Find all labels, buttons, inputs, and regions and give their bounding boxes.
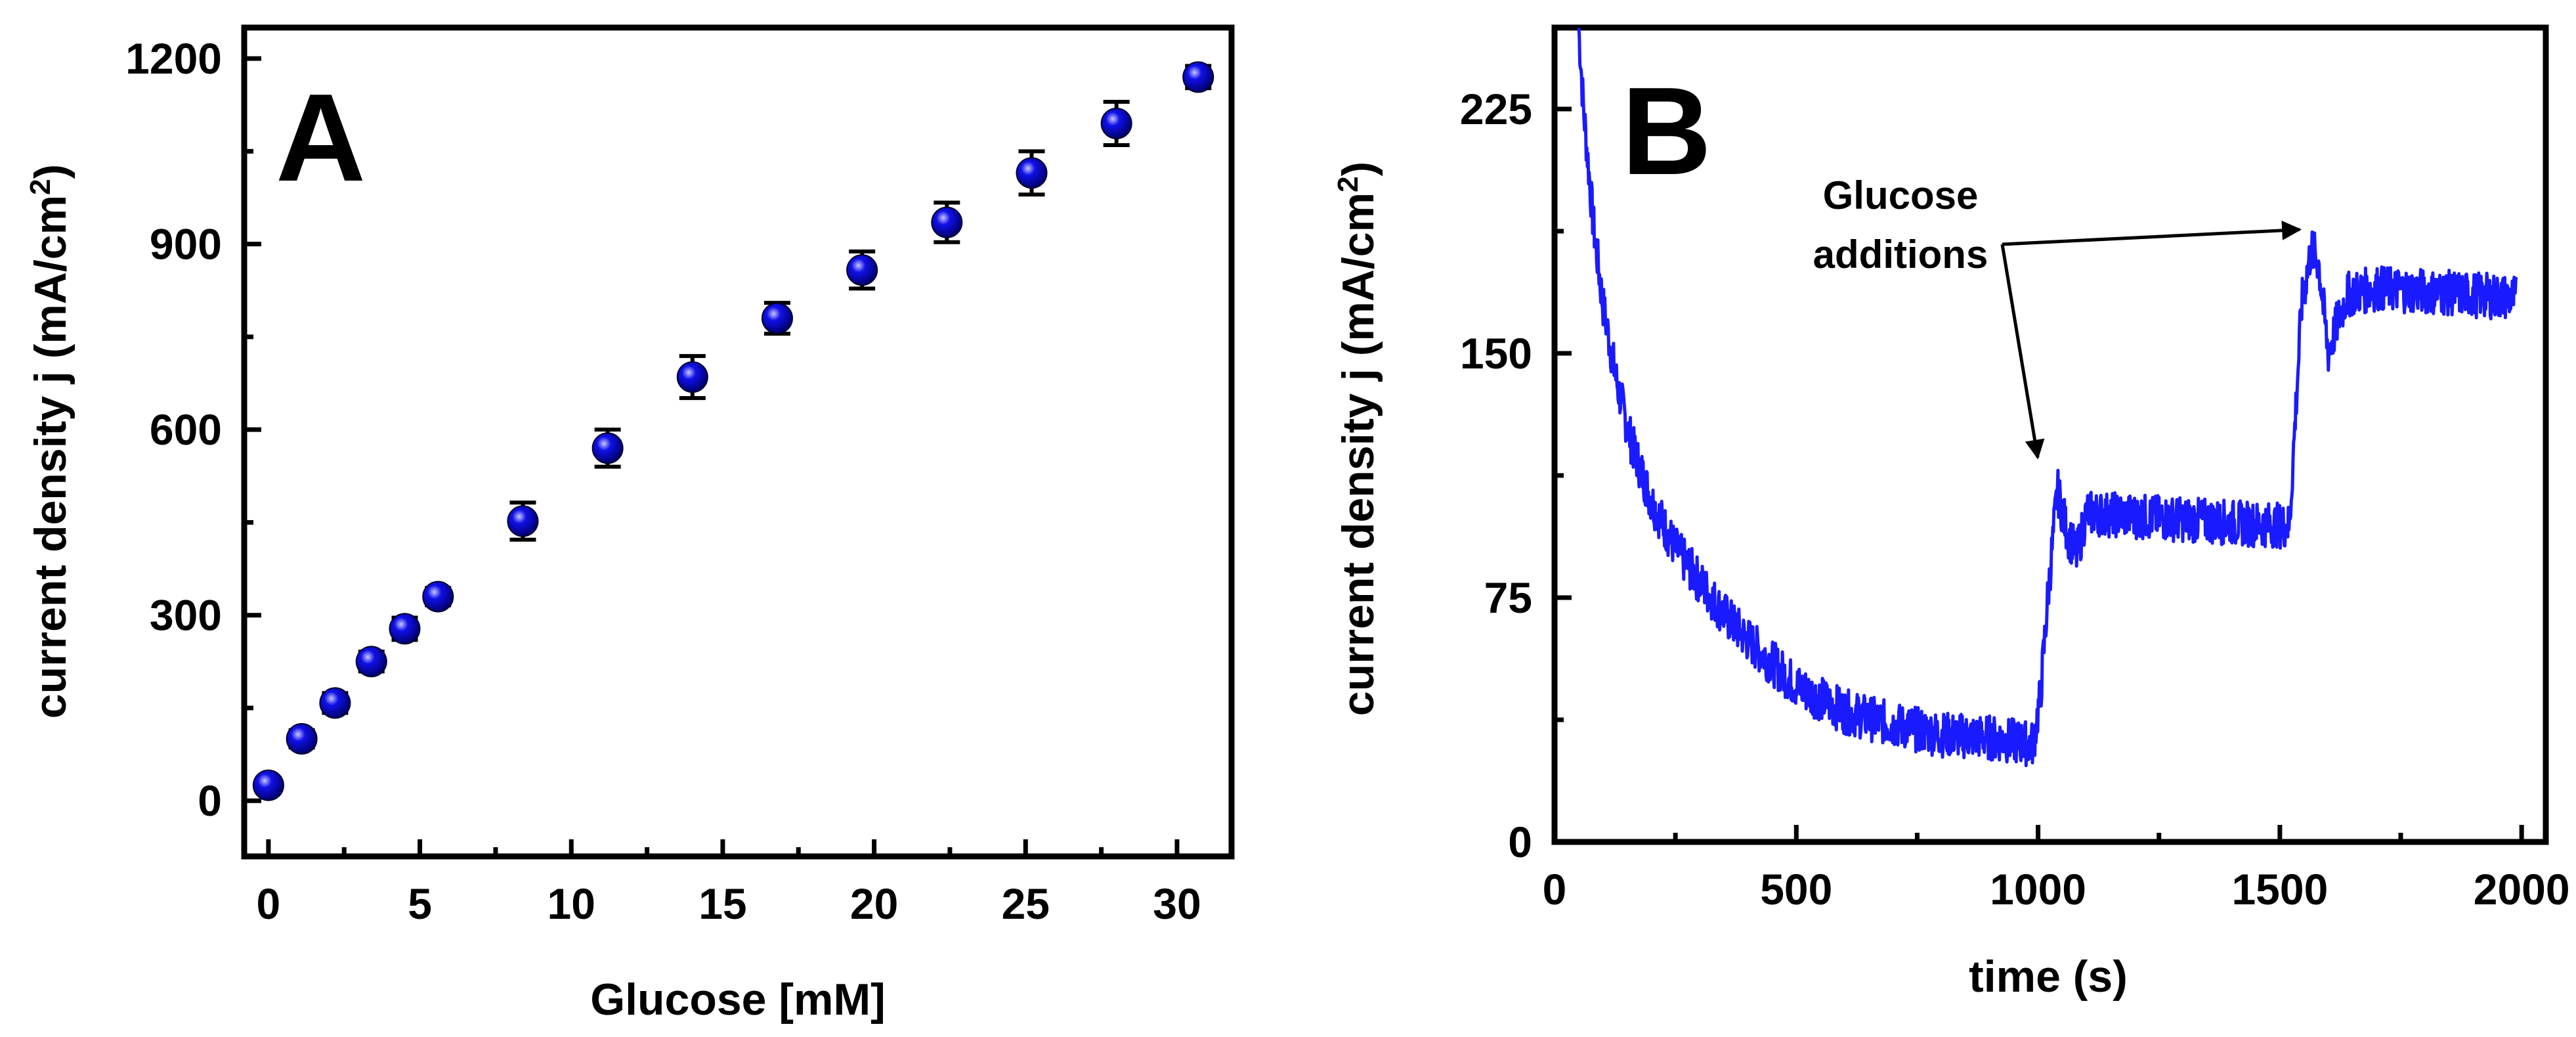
data-point <box>1182 61 1214 93</box>
x-tick-label: 500 <box>1760 865 1832 914</box>
y-tick-label: 0 <box>1508 818 1532 866</box>
data-point <box>507 500 539 542</box>
data-point <box>252 769 284 801</box>
panel-a-x-axis-title: Glucose [mM] <box>590 975 886 1025</box>
x-tick-label: 1000 <box>1990 865 2086 914</box>
data-point <box>286 723 318 755</box>
data-point-marker <box>507 505 539 537</box>
annotation-arrow-2 <box>2002 220 2302 246</box>
annotation-arrow-1 <box>2000 244 2045 460</box>
panel-a-plot-frame <box>241 24 1235 860</box>
x-tick-label: 1500 <box>2231 865 2328 914</box>
panel-b: 0 500 1000 1500 2000 0 75 150 225 B Glucose addi… <box>1332 24 2570 1002</box>
data-point-marker <box>252 769 284 801</box>
data-point-marker <box>931 206 963 238</box>
data-point-marker <box>389 613 421 645</box>
annotation-line-1: Glucose <box>1823 173 1979 217</box>
data-point <box>846 249 878 291</box>
panel-b-y-axis-title: current density j (mA/cm2) <box>1332 162 1384 716</box>
data-point-marker <box>591 432 624 464</box>
data-point <box>1016 149 1048 197</box>
panel-b-y-axis-title-main: current density j (mA/cm <box>1333 192 1383 716</box>
panel-b-letter: B <box>1621 62 1711 201</box>
data-point <box>319 687 351 719</box>
x-tick-label: 2000 <box>2474 865 2570 914</box>
data-point-marker <box>676 361 708 393</box>
panel-a-y-axis-title-close: ) <box>26 164 75 179</box>
data-point <box>676 354 708 401</box>
panel-b-trace <box>1577 28 2518 768</box>
data-point <box>761 301 793 336</box>
panel-b-x-axis-title: time (s) <box>1969 952 2128 1002</box>
data-point <box>1100 100 1132 147</box>
y-tick-label: 600 <box>150 405 222 454</box>
panel-a-y-axis-title-main: current density j (mA/cm <box>26 195 75 718</box>
x-tick-label: 10 <box>547 879 595 928</box>
y-tick-label: 1200 <box>125 34 222 83</box>
data-point <box>422 581 454 613</box>
data-point-marker <box>761 302 793 334</box>
annotation-arrows <box>2000 220 2302 460</box>
data-point-marker <box>846 254 878 286</box>
panel-b-y-axis-title-sup: 2 <box>1332 176 1364 192</box>
y-tick-label: 0 <box>198 776 222 825</box>
panel-a-y-axis-title: current density j (mA/cm2) <box>24 164 76 718</box>
panel-a-data-points <box>252 61 1214 801</box>
x-tick-label: 5 <box>408 879 432 928</box>
data-point <box>591 428 624 469</box>
x-tick-label: 15 <box>698 879 746 928</box>
y-tick-label: 225 <box>1460 85 1532 133</box>
panel-b-ticks <box>1552 106 2524 845</box>
panel-a-letter: A <box>276 68 366 208</box>
data-point-marker <box>319 687 351 719</box>
panel-b-y-axis-title-close: ) <box>1333 162 1383 177</box>
x-tick-label: 30 <box>1153 879 1201 928</box>
data-point-marker <box>422 581 454 613</box>
x-tick-label: 25 <box>1002 879 1050 928</box>
current-trace <box>1577 28 2518 768</box>
data-point-marker <box>355 646 387 678</box>
data-point-marker <box>286 723 318 755</box>
data-point-marker <box>1182 61 1214 93</box>
panel-a-y-axis-title-sup: 2 <box>24 179 56 194</box>
panel-a-ticks <box>244 56 1180 856</box>
panel-b-plot-frame <box>1551 24 2549 845</box>
panel-b-tick-labels: 0 500 1000 1500 2000 0 75 150 225 <box>1460 85 2570 914</box>
y-tick-label: 75 <box>1484 573 1532 622</box>
data-point <box>931 200 963 244</box>
x-tick-label: 0 <box>257 879 281 928</box>
y-tick-label: 900 <box>150 220 222 269</box>
data-point-marker <box>1100 107 1132 139</box>
x-tick-label: 20 <box>850 879 898 928</box>
x-tick-label: 0 <box>1543 865 1567 914</box>
annotation-line-2: additions <box>1813 232 1988 276</box>
data-point-marker <box>1016 157 1048 189</box>
y-tick-label: 150 <box>1460 329 1532 378</box>
data-point <box>389 613 421 645</box>
data-point <box>355 646 387 678</box>
y-tick-label: 300 <box>150 591 222 640</box>
